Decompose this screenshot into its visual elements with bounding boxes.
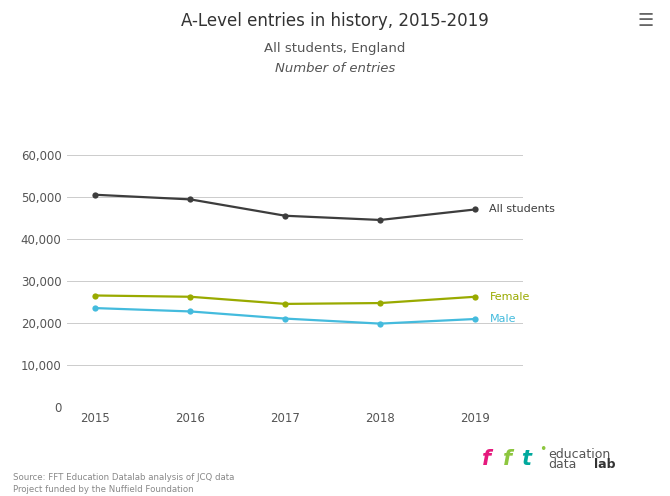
Text: f: f (482, 449, 492, 469)
Text: All students, England: All students, England (264, 42, 406, 55)
Text: Male: Male (489, 314, 516, 324)
Text: Female: Female (489, 292, 530, 302)
Text: f: f (502, 449, 512, 469)
Text: Number of entries: Number of entries (275, 62, 395, 75)
Text: All students: All students (489, 204, 555, 214)
Text: data: data (548, 458, 576, 471)
Text: education: education (548, 448, 610, 461)
Text: Source: FFT Education Datalab analysis of JCQ data
Project funded by the Nuffiel: Source: FFT Education Datalab analysis o… (13, 473, 234, 494)
Text: t: t (521, 449, 531, 469)
Text: A-Level entries in history, 2015-2019: A-Level entries in history, 2015-2019 (181, 12, 489, 30)
Text: •: • (539, 443, 546, 456)
Text: ☰: ☰ (637, 12, 653, 30)
Text: lab: lab (594, 458, 615, 471)
